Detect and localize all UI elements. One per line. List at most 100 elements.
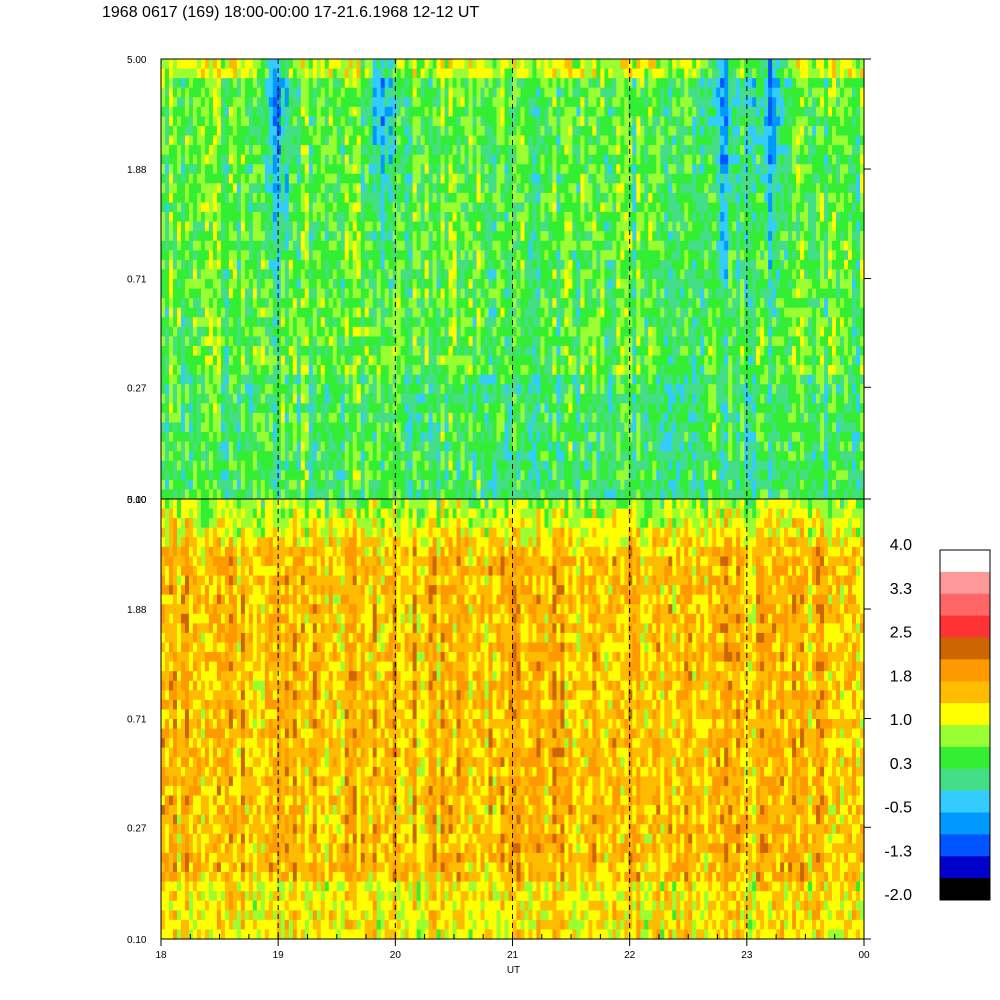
spectrogram-cell bbox=[212, 432, 218, 443]
spectrogram-cell bbox=[472, 173, 478, 184]
spectrogram-cell bbox=[260, 479, 266, 491]
spectrogram-cell bbox=[504, 87, 510, 98]
spectrogram-cell bbox=[500, 97, 506, 108]
spectrogram-cell bbox=[220, 202, 226, 213]
spectrogram-cell bbox=[524, 173, 530, 184]
spectrogram-cell bbox=[472, 441, 478, 452]
spectrogram-cell bbox=[340, 269, 346, 280]
spectrogram-cell bbox=[468, 154, 474, 165]
spectrogram-cell bbox=[244, 374, 250, 385]
spectrogram-cell bbox=[296, 59, 302, 70]
spectrogram-cell bbox=[512, 221, 518, 232]
spectrogram-cell bbox=[304, 326, 310, 337]
spectrogram-cell bbox=[280, 97, 286, 108]
spectrogram-cell bbox=[324, 125, 330, 137]
spectrogram-cell bbox=[520, 279, 526, 290]
spectrogram-cell bbox=[464, 231, 470, 242]
spectrogram-cell bbox=[320, 422, 326, 433]
spectrogram-cell bbox=[304, 479, 310, 491]
spectrogram-cell bbox=[516, 403, 522, 414]
spectrogram-cell bbox=[420, 470, 426, 481]
spectrogram-cell bbox=[472, 202, 478, 213]
spectrogram-cell bbox=[580, 202, 585, 213]
spectrogram-cell bbox=[412, 288, 418, 299]
spectrogram-cell bbox=[440, 412, 446, 424]
spectrogram-cell bbox=[248, 345, 254, 357]
spectrogram-cell bbox=[180, 269, 186, 280]
spectrogram-cell bbox=[332, 154, 338, 165]
spectrogram-cell bbox=[488, 231, 494, 242]
spectrogram-cell bbox=[420, 135, 426, 146]
spectrogram-cell bbox=[420, 250, 426, 261]
spectrogram-cell bbox=[320, 412, 326, 424]
spectrogram-cell bbox=[560, 432, 566, 443]
spectrogram-cell bbox=[448, 240, 454, 251]
spectrogram-cell bbox=[180, 422, 186, 433]
spectrogram-cell bbox=[356, 365, 362, 376]
spectrogram-cell bbox=[284, 317, 290, 328]
spectrogram-cell bbox=[264, 374, 270, 385]
spectrogram-cell bbox=[212, 269, 218, 280]
spectrogram-cell bbox=[256, 317, 262, 328]
spectrogram-cell bbox=[228, 250, 234, 261]
spectrogram-cell bbox=[340, 365, 346, 376]
spectrogram-cell bbox=[348, 374, 354, 385]
spectrogram-cell bbox=[312, 78, 318, 89]
spectrogram-cell bbox=[492, 97, 498, 108]
spectrogram-cell bbox=[508, 135, 514, 146]
spectrogram-cell bbox=[388, 432, 394, 443]
spectrogram-cell bbox=[404, 403, 410, 414]
spectrogram-cell bbox=[360, 259, 366, 271]
spectrogram-cell bbox=[420, 183, 426, 194]
spectrogram-cell bbox=[236, 240, 242, 251]
spectrogram-cell bbox=[516, 250, 522, 261]
spectrogram-cell bbox=[224, 154, 230, 165]
spectrogram-cell bbox=[204, 231, 210, 242]
spectrogram-cell bbox=[232, 412, 238, 424]
spectrogram-cell bbox=[400, 451, 406, 462]
spectrogram-cell bbox=[292, 279, 298, 290]
spectrogram-cell bbox=[572, 59, 577, 70]
spectrogram-cell bbox=[252, 231, 258, 242]
spectrogram-cell bbox=[276, 317, 282, 328]
spectrogram-cell bbox=[296, 374, 302, 385]
spectrogram-cell bbox=[412, 441, 418, 452]
spectrogram-cell bbox=[224, 393, 230, 404]
spectrogram-cell bbox=[248, 202, 254, 213]
spectrogram-cell bbox=[228, 231, 234, 242]
spectrogram-cell bbox=[272, 279, 278, 290]
spectrogram-cell bbox=[348, 326, 354, 337]
spectrogram-cell bbox=[404, 489, 410, 500]
spectrogram-cell bbox=[584, 479, 589, 491]
spectrogram-cell bbox=[444, 135, 450, 146]
spectrogram-cell bbox=[260, 87, 266, 98]
spectrogram-cell bbox=[592, 279, 597, 290]
spectrogram-cell bbox=[376, 240, 382, 251]
spectrogram-cell bbox=[328, 307, 334, 318]
spectrogram-cell bbox=[384, 173, 390, 184]
spectrogram-cell bbox=[316, 125, 322, 137]
spectrogram-cell bbox=[540, 259, 546, 271]
spectrogram-cell bbox=[288, 470, 294, 481]
spectrogram-cell bbox=[404, 106, 410, 117]
spectrogram-cell bbox=[316, 460, 322, 471]
spectrogram-cell bbox=[568, 259, 574, 271]
spectrogram-cell bbox=[248, 221, 254, 232]
spectrogram-cell bbox=[432, 164, 438, 175]
spectrogram-cell bbox=[452, 403, 458, 414]
spectrogram-cell bbox=[256, 231, 262, 242]
spectrogram-cell bbox=[560, 221, 566, 232]
spectrogram-cell bbox=[236, 221, 242, 232]
spectrogram-cell bbox=[332, 250, 338, 261]
spectrogram-cell bbox=[440, 240, 446, 251]
spectrogram-cell bbox=[340, 317, 346, 328]
spectrogram-cell bbox=[356, 250, 362, 261]
spectrogram-cell bbox=[176, 164, 182, 175]
spectrogram-cell bbox=[316, 135, 322, 146]
spectrogram-cell bbox=[208, 412, 214, 424]
spectrogram-cell bbox=[580, 403, 585, 414]
spectrogram-cell bbox=[412, 489, 418, 500]
spectrogram-cell bbox=[360, 326, 366, 337]
spectrogram-cell bbox=[212, 68, 218, 79]
spectrogram-cell bbox=[448, 68, 454, 79]
